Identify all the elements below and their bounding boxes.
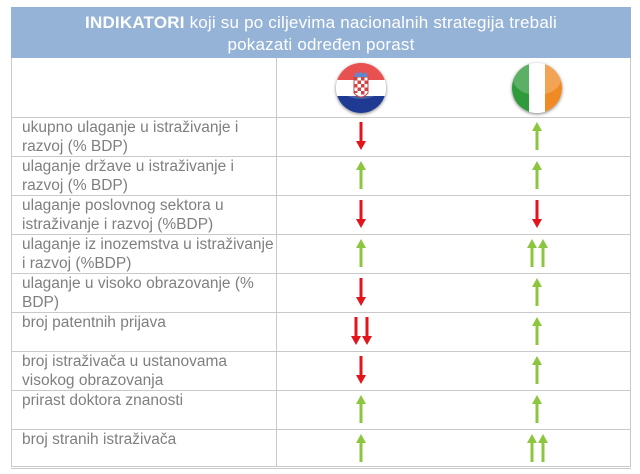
row-divider [11, 468, 631, 469]
table-row: ulaganje države u istraživanje i razvoj … [11, 156, 631, 195]
arrow-up-icon [538, 239, 548, 272]
indicator-label: ulaganje države u istraživanje i razvoj … [22, 158, 234, 194]
table-row: broj patentnih prijava [11, 312, 631, 351]
arrow-up-icon [527, 434, 537, 467]
table-row: ukupno ulaganje u istraživanje i razvoj … [11, 117, 631, 156]
row-divider [11, 351, 631, 352]
column-divider [11, 58, 12, 467]
row-divider [11, 390, 631, 391]
indicator-label: broj istraživača u ustanovama visokog ob… [22, 353, 228, 389]
row-divider [11, 195, 631, 196]
table-title: INDIKATORI koji su po ciljevima nacional… [11, 7, 631, 58]
title-line2: pokazati određen porast [227, 35, 415, 54]
arrow-up-icon [532, 356, 542, 389]
arrow-down-icon [356, 356, 366, 389]
arrow-up-icon [356, 239, 366, 272]
title-line1: koji su po ciljevima nacionalnih strateg… [184, 13, 557, 32]
indicator-label: broj stranih istraživača [22, 431, 177, 448]
arrow-down-icon [356, 200, 366, 233]
table-row: broj istraživača u ustanovama visokog ob… [11, 351, 631, 390]
arrow-up-icon [356, 395, 366, 428]
arrow-down-icon [362, 317, 372, 350]
table-row: prirast doktora znanosti [11, 390, 631, 429]
table-row: broj stranih istraživača [11, 429, 631, 468]
arrow-down-icon [356, 122, 366, 155]
row-divider [11, 156, 631, 157]
arrow-up-icon [538, 434, 548, 467]
indicator-label: prirast doktora znanosti [22, 392, 184, 409]
arrow-up-icon [356, 161, 366, 194]
table-row: ulaganje u visoko obrazovanje (% BDP) [11, 273, 631, 312]
indicator-label: ukupno ulaganje u istraživanje i razvoj … [22, 119, 239, 155]
indicator-label: ulaganje u visoko obrazovanje (% BDP) [22, 275, 254, 311]
arrow-down-icon [356, 278, 366, 311]
table-grid: ukupno ulaganje u istraživanje i razvoj … [11, 58, 631, 469]
ireland-flag-icon [512, 63, 562, 113]
indicator-label: ulaganje poslovnog sektora u istraživanj… [22, 197, 224, 233]
croatia-flag-icon [336, 63, 386, 113]
arrow-up-icon [532, 317, 542, 350]
indicator-label: ulaganje iz inozemstva u istraživanje i … [22, 236, 274, 272]
table-row: ulaganje poslovnog sektora u istraživanj… [11, 195, 631, 234]
arrow-up-icon [532, 395, 542, 428]
arrow-up-icon [532, 122, 542, 155]
arrow-up-icon [356, 434, 366, 467]
title-bold: INDIKATORI [85, 13, 185, 32]
arrow-up-icon [532, 278, 542, 311]
arrow-up-icon [532, 161, 542, 194]
indicators-table: INDIKATORI koji su po ciljevima nacional… [11, 7, 631, 469]
arrow-up-icon [527, 239, 537, 272]
indicator-label: broj patentnih prijava [22, 314, 166, 331]
row-divider [11, 273, 631, 274]
arrow-down-icon [532, 200, 542, 233]
row-divider [11, 312, 631, 313]
arrow-down-icon [351, 317, 361, 350]
row-divider [11, 466, 631, 467]
row-divider [11, 117, 631, 118]
column-divider [276, 58, 277, 467]
column-divider [630, 58, 631, 467]
row-divider [11, 234, 631, 235]
table-row: ulaganje iz inozemstva u istraživanje i … [11, 234, 631, 273]
row-divider [11, 429, 631, 430]
